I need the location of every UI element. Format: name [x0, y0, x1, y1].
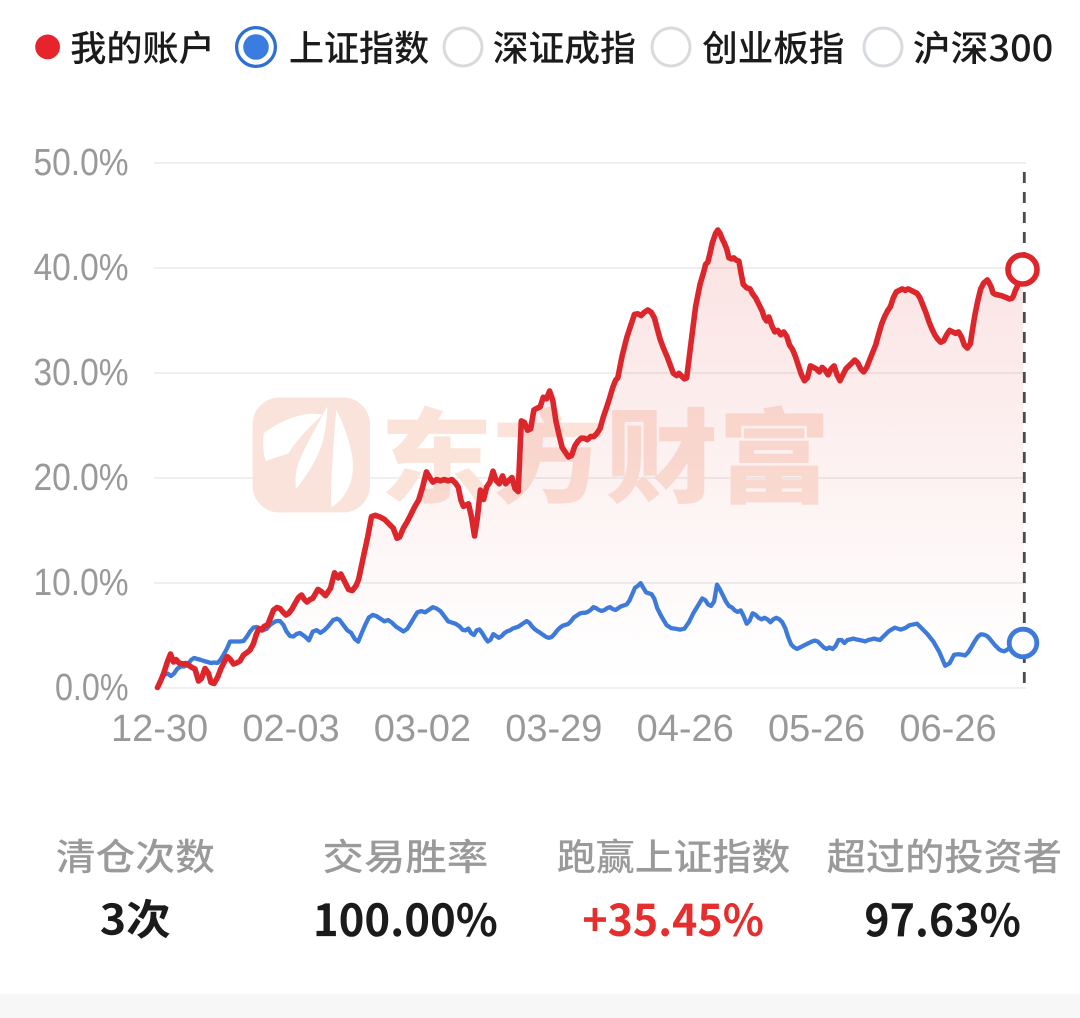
svg-text:30.0%: 30.0% — [34, 352, 129, 394]
svg-text:0.0%: 0.0% — [55, 667, 129, 709]
svg-text:04-26: 04-26 — [637, 708, 734, 750]
svg-text:05-26: 05-26 — [768, 708, 865, 750]
svg-text:10.0%: 10.0% — [34, 562, 129, 604]
svg-text:12-30: 12-30 — [111, 708, 208, 750]
svg-text:06-26: 06-26 — [899, 708, 996, 750]
svg-text:20.0%: 20.0% — [34, 457, 129, 499]
svg-text:40.0%: 40.0% — [34, 247, 129, 289]
svg-text:50.0%: 50.0% — [34, 142, 129, 184]
svg-text:03-29: 03-29 — [505, 708, 602, 750]
svg-text:03-02: 03-02 — [374, 708, 471, 750]
svg-text:02-03: 02-03 — [242, 708, 339, 750]
